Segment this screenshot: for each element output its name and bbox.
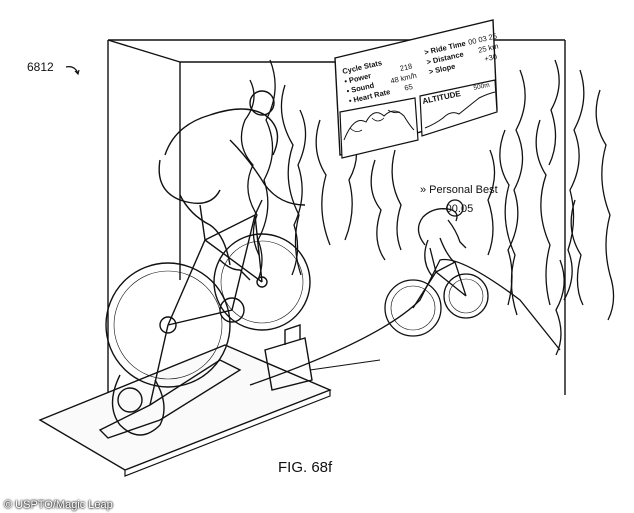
ref-arrow-icon (65, 66, 79, 74)
hud-row-value: 218 (399, 62, 413, 74)
figure-ref-number: 6812 (27, 60, 54, 74)
hud-right-value: 25 km (477, 41, 499, 54)
floor-mat (38, 344, 332, 471)
room-outline (107, 39, 566, 395)
hud-scenery-thumbnail (339, 97, 419, 159)
personal-best-delta: -00.05 (442, 203, 473, 215)
hud-panel: Cycle Stats • Power 218 • Sound 48 km/h … (334, 19, 499, 159)
virtual-road (249, 258, 561, 386)
figure-caption: FIG. 68f (278, 459, 333, 476)
hud-right-value: +30 (483, 52, 497, 64)
personal-best-label: » Personal Best (420, 184, 498, 196)
ghost-cyclist (384, 199, 489, 337)
rider-on-trainer (98, 90, 313, 439)
hud-altitude-value: 500m (473, 82, 490, 92)
hud-altitude-graph (419, 79, 498, 137)
image-credit: © USPTO/Magic Leap (4, 499, 113, 511)
hud-row-value: 65 (403, 82, 413, 93)
